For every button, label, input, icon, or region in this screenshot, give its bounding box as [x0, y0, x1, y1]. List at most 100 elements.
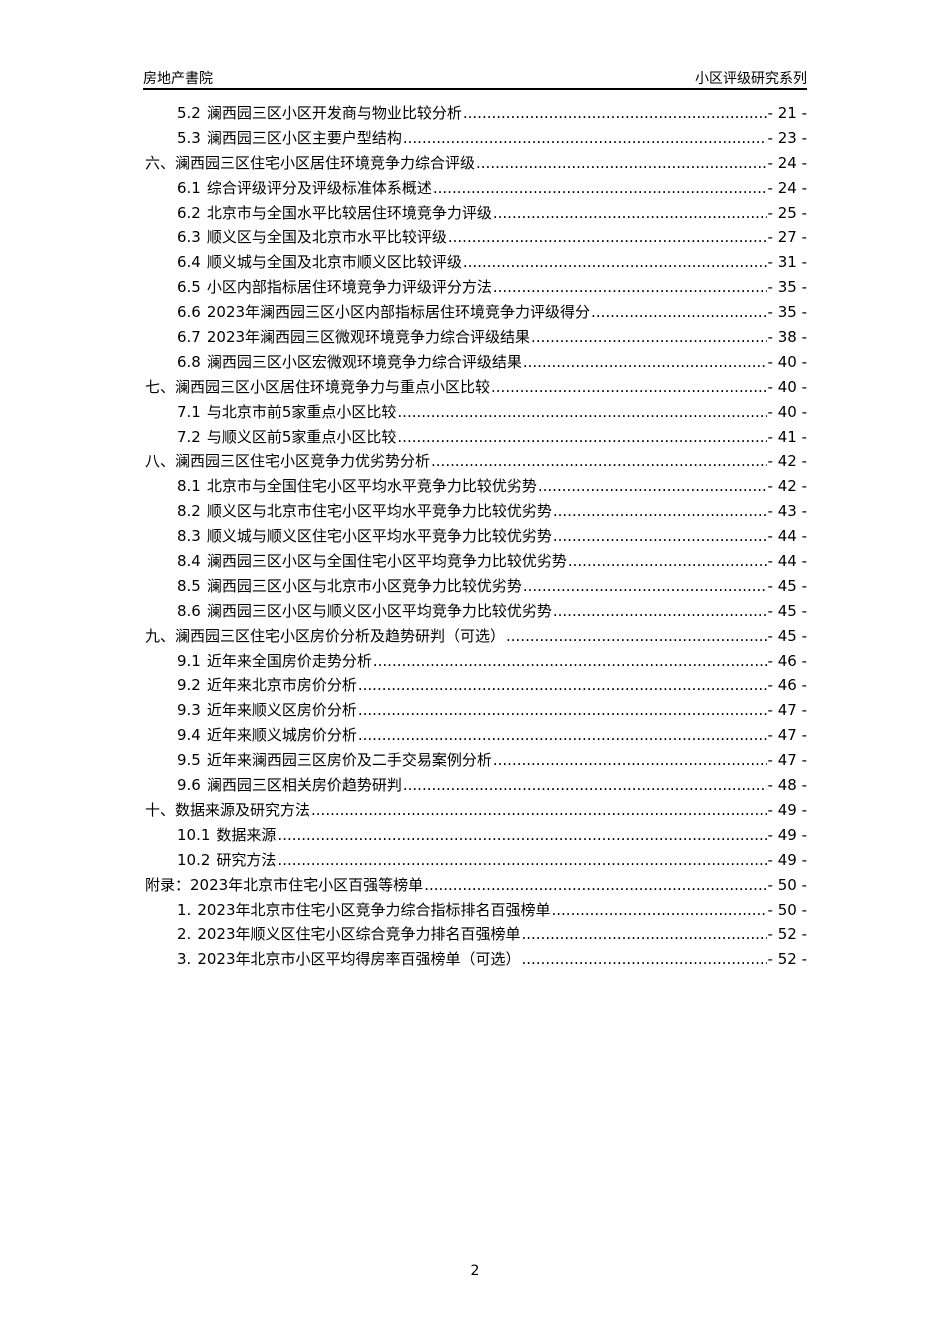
toc-entry-page: - 27 - [767, 228, 807, 247]
toc-entry[interactable]: 9.5 近年来澜西园三区房价及二手交易案例分析 - 47 - [145, 748, 807, 773]
toc-entry[interactable]: 六、澜西园三区住宅小区居住环境竞争力综合评级 - 24 - [145, 151, 807, 176]
toc-entry[interactable]: 十、数据来源及研究方法 - 49 - [145, 798, 807, 823]
toc-entry-page: - 49 - [767, 825, 807, 844]
toc-entry-title: 小区内部指标居住环境竞争力评级评分方法 [206, 278, 492, 297]
toc-entry-title: 顺义区与全国及北京市水平比较评级 [206, 228, 447, 247]
toc-entry[interactable]: 3. 2023年北京市小区平均得房率百强榜单（可选） - 52 - [145, 947, 807, 972]
toc-entry-number: 8.6 [177, 601, 201, 620]
dot-leader [553, 599, 767, 624]
toc-entry-page: - 47 - [767, 701, 807, 720]
toc-entry-title: 2023年顺义区住宅小区综合竞争力排名百强榜单 [197, 925, 521, 944]
toc-entry[interactable]: 9.1 近年来全国房价走势分析 - 46 - [145, 649, 807, 674]
toc-entry-number: 5.2 [177, 104, 201, 122]
toc-entry-title: 近年来全国房价走势分析 [206, 651, 372, 670]
toc-entry-number: 8.5 [177, 576, 201, 595]
toc-entry[interactable]: 6.7 2023年澜西园三区微观环境竞争力综合评级结果 - 38 - [145, 325, 807, 350]
toc-entry[interactable]: 9.3 近年来顺义区房价分析 - 47 - [145, 698, 807, 723]
toc-entry[interactable]: 6.1 综合评级评分及评级标准体系概述 - 24 - [145, 176, 807, 201]
toc-entry-number: 8.3 [177, 527, 201, 546]
toc-entry[interactable]: 6.2 北京市与全国水平比较居住环境竞争力评级 - 25 - [145, 201, 807, 226]
toc-entry[interactable]: 6.6 2023年澜西园三区小区内部指标居住环境竞争力评级得分 - 35 - [145, 300, 807, 325]
dot-leader [311, 798, 767, 823]
dot-leader [493, 748, 767, 773]
toc-entry-title: 近年来澜西园三区房价及二手交易案例分析 [206, 751, 492, 770]
dot-leader [553, 524, 767, 549]
toc-entry[interactable]: 6.3 顺义区与全国及北京市水平比较评级 - 27 - [145, 225, 807, 250]
dot-leader [397, 425, 766, 450]
toc-entry-page: - 31 - [767, 253, 807, 272]
toc-entry-page: - 52 - [767, 925, 807, 944]
toc-entry[interactable]: 8.5 澜西园三区小区与北京市小区竞争力比较优劣势 - 45 - [145, 574, 807, 599]
toc-entry[interactable]: 6.4 顺义城与全国及北京市顺义区比较评级 - 31 - [145, 250, 807, 275]
toc-entry-page: - 43 - [767, 502, 807, 521]
toc-entry-page: - 49 - [767, 800, 807, 819]
toc-entry-title: 附录：2023年北京市住宅小区百强等榜单 [145, 875, 424, 894]
toc-entry-title: 澜西园三区小区开发商与物业比较分析 [206, 104, 462, 122]
toc-entry-page: - 45 - [767, 576, 807, 595]
toc-entry-title: 与顺义区前5家重点小区比较 [206, 427, 397, 446]
toc-entry-number: 9.4 [177, 726, 201, 745]
toc-entry[interactable]: 7.1 与北京市前5家重点小区比较 - 40 - [145, 400, 807, 425]
toc-entry-number: 6.2 [177, 203, 201, 222]
toc-entry[interactable]: 9.6 澜西园三区相关房价趋势研判 - 48 - [145, 773, 807, 798]
toc-entry-number: 9.3 [177, 701, 201, 720]
dot-leader [373, 649, 767, 674]
toc-entry-title: 顺义区与北京市住宅小区平均水平竞争力比较优劣势 [206, 502, 552, 521]
toc-entry[interactable]: 5.2 澜西园三区小区开发商与物业比较分析 - 21 - [145, 101, 807, 126]
dot-leader [523, 574, 767, 599]
toc-entry[interactable]: 九、澜西园三区住宅小区房价分析及趋势研判（可选） - 45 - [145, 624, 807, 649]
toc-entry[interactable]: 8.2 顺义区与北京市住宅小区平均水平竞争力比较优劣势 - 43 - [145, 499, 807, 524]
toc-entry-number: 5.3 [177, 128, 201, 147]
toc-entry[interactable]: 8.6 澜西园三区小区与顺义区小区平均竞争力比较优劣势 - 45 - [145, 599, 807, 624]
dot-leader [397, 400, 766, 425]
toc-entry[interactable]: 5.3 澜西园三区小区主要户型结构 - 23 - [145, 126, 807, 151]
toc-entry-page: - 49 - [767, 850, 807, 869]
dot-leader [522, 922, 767, 947]
toc-entry[interactable]: 八、澜西园三区住宅小区竞争力优劣势分析 - 42 - [145, 449, 807, 474]
toc-entry[interactable]: 1. 2023年北京市住宅小区竞争力综合指标排名百强榜单 - 50 - [145, 898, 807, 923]
toc-entry-page: - 40 - [767, 377, 807, 396]
toc-entry-page: - 48 - [767, 776, 807, 795]
dot-leader [523, 350, 767, 375]
toc-entry-title: 研究方法 [216, 850, 277, 869]
header-series: 小区评级研究系列 [695, 71, 807, 87]
toc-entry-number: 2. [177, 925, 192, 944]
toc-entry-title: 八、澜西园三区住宅小区竞争力优劣势分析 [145, 452, 431, 471]
toc-entry-title: 综合评级评分及评级标准体系概述 [206, 178, 432, 197]
toc-entry[interactable]: 10.1 数据来源 - 49 - [145, 823, 807, 848]
dot-leader [403, 126, 767, 151]
toc-entry-page: - 23 - [767, 128, 807, 147]
toc-entry[interactable]: 附录：2023年北京市住宅小区百强等榜单 - 50 - [145, 873, 807, 898]
toc-entry[interactable]: 8.4 澜西园三区小区与全国住宅小区平均竞争力比较优劣势 - 44 - [145, 549, 807, 574]
toc-entry[interactable]: 7.2 与顺义区前5家重点小区比较 - 41 - [145, 425, 807, 450]
toc-entry-number: 1. [177, 900, 192, 919]
toc-entry-title: 顺义城与全国及北京市顺义区比较评级 [206, 253, 462, 272]
toc-entry[interactable]: 6.8 澜西园三区小区宏微观环境竞争力综合评级结果 - 40 - [145, 350, 807, 375]
toc-entry[interactable]: 2. 2023年顺义区住宅小区综合竞争力排名百强榜单 - 52 - [145, 922, 807, 947]
toc-entry-page: - 45 - [767, 626, 807, 645]
toc-entry[interactable]: 8.1 北京市与全国住宅小区平均水平竞争力比较优劣势 - 42 - [145, 474, 807, 499]
dot-leader [358, 698, 767, 723]
toc-entry[interactable]: 七、澜西园三区小区居住环境竞争力与重点小区比较 - 40 - [145, 375, 807, 400]
header-publisher: 房地产書院 [143, 71, 213, 87]
toc-entry-page: - 40 - [767, 352, 807, 371]
toc-entry-page: - 50 - [767, 875, 807, 894]
toc-entry-page: - 50 - [767, 900, 807, 919]
toc-entry-title: 顺义城与顺义区住宅小区平均水平竞争力比较优劣势 [206, 527, 552, 546]
toc-entry-page: - 44 - [767, 552, 807, 571]
dot-leader [358, 673, 767, 698]
toc-entry-title: 澜西园三区小区宏微观环境竞争力综合评级结果 [206, 352, 522, 371]
toc-entry-number: 6.8 [177, 352, 201, 371]
dot-leader [424, 873, 766, 898]
dot-leader [403, 773, 767, 798]
toc-entry-page: - 52 - [767, 950, 807, 969]
toc-entry[interactable]: 6.5 小区内部指标居住环境竞争力评级评分方法 - 35 - [145, 275, 807, 300]
toc-entry-number: 6.4 [177, 253, 201, 272]
dot-leader [463, 101, 767, 126]
toc-entry[interactable]: 10.2 研究方法 - 49 - [145, 848, 807, 873]
toc-entry[interactable]: 9.2 近年来北京市房价分析 - 46 - [145, 673, 807, 698]
toc-entry[interactable]: 8.3 顺义城与顺义区住宅小区平均水平竞争力比较优劣势 - 44 - [145, 524, 807, 549]
dot-leader [491, 375, 767, 400]
toc-entry-page: - 47 - [767, 726, 807, 745]
toc-entry[interactable]: 9.4 近年来顺义城房价分析 - 47 - [145, 723, 807, 748]
